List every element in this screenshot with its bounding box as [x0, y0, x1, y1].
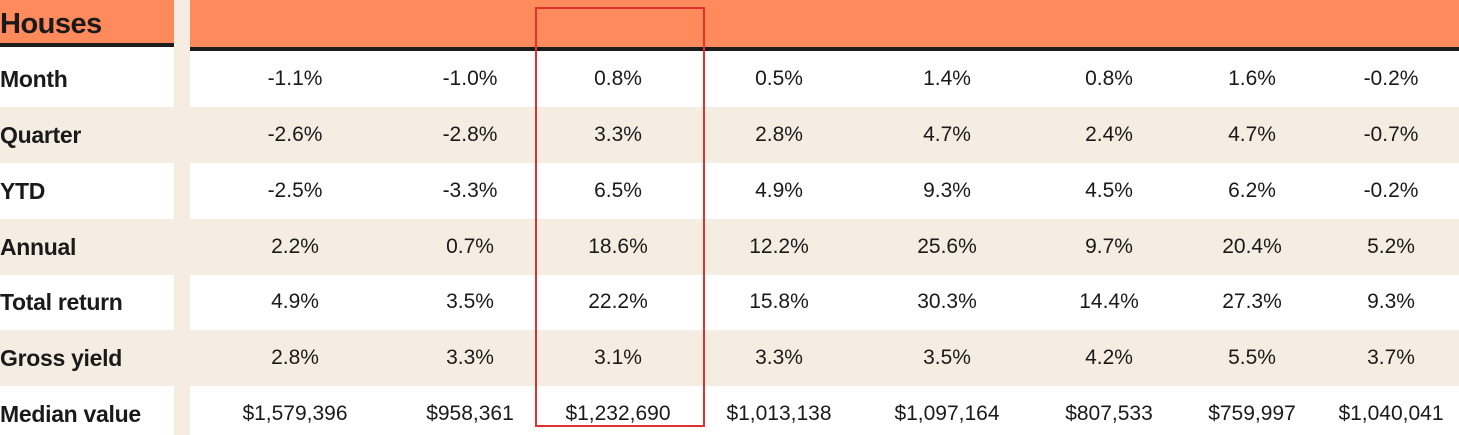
- table-cell: 3.7%: [1367, 346, 1415, 369]
- table-cell: 3.5%: [923, 346, 971, 369]
- row-label: Gross yield: [0, 345, 122, 371]
- row-label: Median value: [0, 401, 141, 427]
- table-cell: 3.3%: [446, 346, 494, 369]
- table-cell: -2.5%: [267, 179, 323, 202]
- table-cell: 2.4%: [1085, 123, 1133, 146]
- table-cell: -2.8%: [442, 123, 498, 146]
- table-cell: $958,361: [426, 402, 514, 425]
- table-cell: -0.7%: [1363, 123, 1419, 146]
- table-cell: 9.3%: [1367, 290, 1415, 313]
- table-cell: $1,097,164: [894, 402, 1000, 425]
- table-cell: $1,232,690: [565, 402, 671, 425]
- table-cell: -3.3%: [442, 179, 498, 202]
- table-title: Houses: [0, 8, 102, 40]
- table-cell: 0.7%: [446, 235, 494, 258]
- table-cell: 3.3%: [594, 123, 642, 146]
- table-cell: 9.7%: [1085, 235, 1133, 258]
- table-cell: 3.3%: [755, 346, 803, 369]
- table-cell: 25.6%: [917, 235, 977, 258]
- table-cell: 27.3%: [1222, 290, 1282, 313]
- table-cell: 4.5%: [1085, 179, 1133, 202]
- table-cell: 14.4%: [1079, 290, 1139, 313]
- table-row-quarter: Quarter -2.6% -2.8% 3.3% 2.8% 4.7% 2.4% …: [0, 107, 1459, 163]
- table-cell: 4.7%: [923, 123, 971, 146]
- row-label: YTD: [0, 178, 46, 204]
- table-cell: 18.6%: [588, 235, 648, 258]
- table-row-ytd: YTD -2.5% -3.3% 6.5% 4.9% 9.3% 4.5% 6.2%…: [0, 163, 1459, 219]
- table-row-annual: Annual 2.2% 0.7% 18.6% 12.2% 25.6% 9.7% …: [0, 219, 1459, 275]
- table-cell: 0.8%: [1085, 67, 1133, 90]
- table-cell: 3.5%: [446, 290, 494, 313]
- table-cell: -1.0%: [442, 67, 498, 90]
- table-header-left: [0, 0, 174, 47]
- table-cell: -1.1%: [267, 67, 323, 90]
- table-cell: 22.2%: [588, 290, 648, 313]
- table-cell: 4.9%: [755, 179, 803, 202]
- table-cell: 0.5%: [755, 67, 803, 90]
- table-cell: 9.3%: [923, 179, 971, 202]
- row-label: Annual: [0, 234, 77, 260]
- table-cell: $759,997: [1208, 402, 1296, 425]
- table-cell: 1.6%: [1228, 67, 1276, 90]
- table-cell: 1.4%: [923, 67, 971, 90]
- table-cell: $807,533: [1065, 402, 1153, 425]
- table-cell: 12.2%: [749, 235, 809, 258]
- table-cell: 30.3%: [917, 290, 977, 313]
- table-cell: 3.1%: [594, 346, 642, 369]
- table-row-gross-yield: Gross yield 2.8% 3.3% 3.1% 3.3% 3.5% 4.2…: [0, 330, 1459, 386]
- table-cell: -0.2%: [1363, 67, 1419, 90]
- table-cell: 15.8%: [749, 290, 809, 313]
- table-cell: $1,013,138: [726, 402, 832, 425]
- row-label: Total return: [0, 289, 123, 315]
- table-cell: 0.8%: [594, 67, 642, 90]
- table-cell: 6.5%: [594, 179, 642, 202]
- table-cell: $1,040,041: [1338, 402, 1444, 425]
- table-row-month: Month -1.1% -1.0% 0.8% 0.5% 1.4% 0.8% 1.…: [0, 51, 1459, 107]
- table-cell: 2.8%: [271, 346, 319, 369]
- table-cell: 2.8%: [755, 123, 803, 146]
- table-row-total-return: Total return 4.9% 3.5% 22.2% 15.8% 30.3%…: [0, 274, 1459, 330]
- table-cell: $1,579,396: [242, 402, 348, 425]
- table-cell: -2.6%: [267, 123, 323, 146]
- table-cell: 5.2%: [1367, 235, 1415, 258]
- column-gap: [174, 0, 190, 435]
- table-cell: 4.2%: [1085, 346, 1133, 369]
- table-cell: 4.9%: [271, 290, 319, 313]
- table-cell: 2.2%: [271, 235, 319, 258]
- table-cell: 4.7%: [1228, 123, 1276, 146]
- table-cell: -0.2%: [1363, 179, 1419, 202]
- row-label: Month: [0, 66, 68, 92]
- table-cell: 5.5%: [1228, 346, 1276, 369]
- table-row-median-value: Median value $1,579,396 $958,361 $1,232,…: [0, 386, 1459, 435]
- table-cell: 20.4%: [1222, 235, 1282, 258]
- row-label: Quarter: [0, 122, 81, 148]
- table-cell: 6.2%: [1228, 179, 1276, 202]
- table-header-right: [190, 0, 1459, 51]
